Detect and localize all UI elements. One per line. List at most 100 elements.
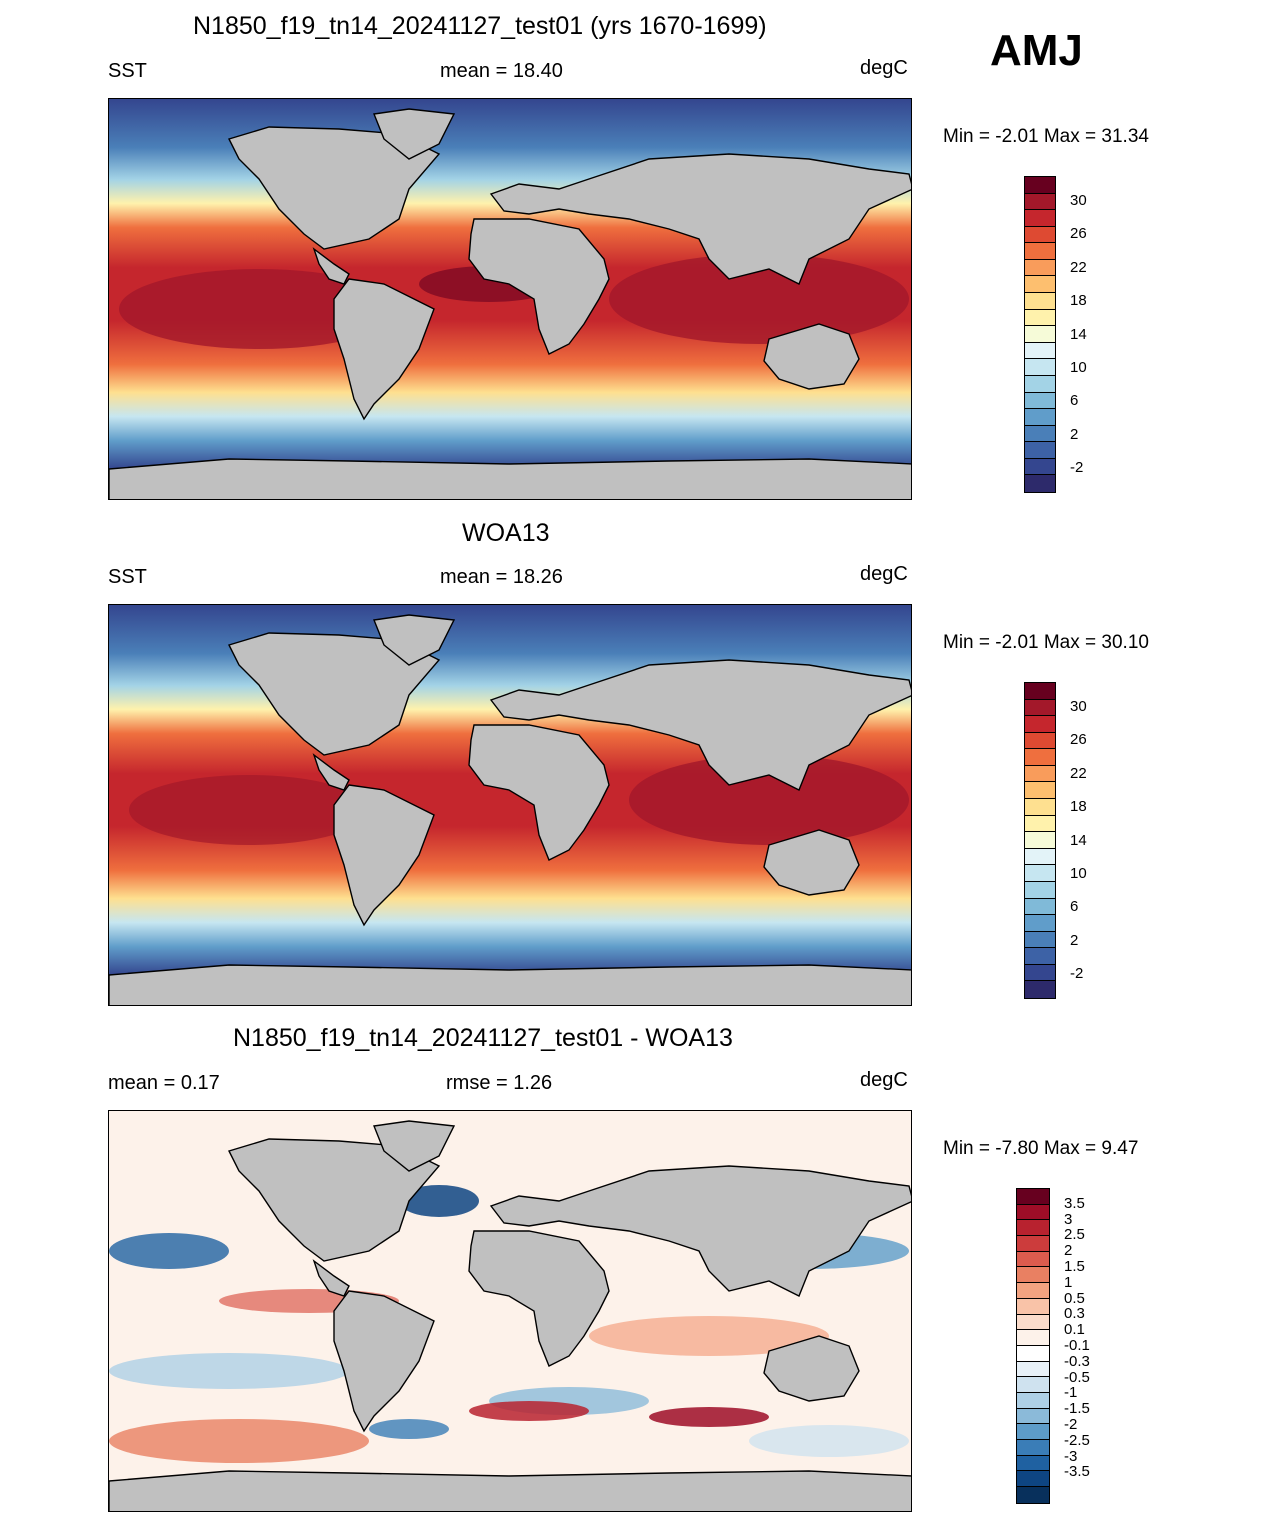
panel-model-map: [108, 98, 912, 500]
colorbar-tick-label: 6: [1070, 392, 1079, 410]
colorbar-swatch: [1025, 458, 1055, 476]
colorbar-swatch: [1017, 1314, 1049, 1331]
colorbar-tick-label: -0.5: [1064, 1368, 1090, 1386]
colorbar-swatch: [1025, 425, 1055, 443]
colorbar-tick-label: 2: [1070, 425, 1079, 443]
panel-obs-title: WOA13: [462, 519, 550, 547]
colorbar-swatch: [1025, 832, 1055, 849]
colorbar-swatch: [1017, 1189, 1049, 1205]
season-label: AMJ: [990, 26, 1083, 75]
colorbar-diff: [1016, 1188, 1050, 1504]
colorbar-swatch: [1025, 964, 1055, 982]
colorbar-tick-label: 6: [1070, 898, 1079, 916]
colorbar-tick-label: -1.5: [1064, 1400, 1090, 1418]
colorbar-swatch: [1025, 981, 1055, 998]
colorbar-swatch: [1025, 442, 1055, 459]
colorbar-model: [1024, 176, 1056, 493]
panel-model-units: degC: [860, 57, 908, 79]
colorbar-swatch: [1025, 375, 1055, 393]
panel-obs-minmax: Min = -2.01 Max = 30.10: [943, 632, 1149, 653]
colorbar-swatch: [1017, 1283, 1049, 1299]
colorbar-tick-label: 22: [1070, 258, 1087, 276]
colorbar-swatch: [1017, 1251, 1049, 1268]
colorbar-tick-label: 1: [1064, 1273, 1073, 1291]
panel-diff-mean: mean = 0.17: [108, 1072, 220, 1094]
colorbar-swatch: [1017, 1204, 1049, 1221]
colorbar-tick-label: 0.5: [1064, 1289, 1085, 1307]
colorbar-tick-label: 26: [1070, 731, 1087, 749]
colorbar-tick-label: -2.5: [1064, 1431, 1090, 1449]
colorbar-tick-label: 0.3: [1064, 1305, 1085, 1323]
colorbar-tick-label: 26: [1070, 225, 1087, 243]
colorbar-tick-label: 10: [1070, 358, 1087, 376]
panel-model-title: N1850_f19_tn14_20241127_test01 (yrs 1670…: [193, 12, 767, 40]
colorbar-swatch: [1025, 948, 1055, 965]
colorbar-swatch: [1017, 1487, 1049, 1503]
colorbar-swatch: [1017, 1220, 1049, 1237]
colorbar-swatch: [1025, 865, 1055, 882]
colorbar-swatch: [1025, 193, 1055, 211]
colorbar-swatch: [1025, 177, 1055, 194]
colorbar-swatch: [1017, 1298, 1049, 1315]
panel-model-minmax: Min = -2.01 Max = 31.34: [943, 126, 1149, 147]
colorbar-tick-label: 3: [1064, 1210, 1073, 1228]
colorbar-swatch: [1025, 409, 1055, 426]
colorbar-swatch: [1025, 210, 1055, 227]
colorbar-swatch: [1025, 293, 1055, 310]
panel-obs-map: [108, 604, 912, 1006]
panel-diff-map: [108, 1110, 912, 1512]
colorbar-swatch: [1025, 342, 1055, 360]
colorbar-obs: [1024, 682, 1056, 999]
colorbar-swatch: [1025, 326, 1055, 343]
colorbar-swatch: [1025, 699, 1055, 717]
colorbar-swatch: [1017, 1361, 1049, 1378]
colorbar-swatch: [1017, 1377, 1049, 1393]
colorbar-tick-label: 10: [1070, 864, 1087, 882]
colorbar-tick-label: -1: [1064, 1384, 1078, 1402]
colorbar-tick-label: 14: [1070, 325, 1087, 343]
panel-model-mean: mean = 18.40: [440, 60, 563, 82]
colorbar-swatch: [1025, 226, 1055, 244]
colorbar-swatch: [1025, 732, 1055, 750]
colorbar-swatch: [1017, 1440, 1049, 1456]
colorbar-tick-label: -3.5: [1064, 1463, 1090, 1481]
colorbar-swatch: [1017, 1471, 1049, 1488]
colorbar-swatch: [1017, 1455, 1049, 1472]
colorbar-swatch: [1025, 931, 1055, 949]
colorbar-swatch: [1017, 1408, 1049, 1425]
colorbar-swatch: [1025, 276, 1055, 294]
panel-obs-mean: mean = 18.26: [440, 566, 563, 588]
colorbar-swatch: [1025, 716, 1055, 733]
colorbar-swatch: [1017, 1424, 1049, 1440]
colorbar-swatch: [1025, 392, 1055, 410]
colorbar-tick-label: 3.5: [1064, 1194, 1085, 1212]
colorbar-tick-label: 1.5: [1064, 1258, 1085, 1275]
colorbar-swatch: [1025, 898, 1055, 916]
colorbar-tick-label: -2: [1070, 458, 1084, 476]
colorbar-swatch: [1025, 765, 1055, 783]
colorbar-tick-label: 18: [1070, 798, 1087, 816]
colorbar-tick-label: -2: [1070, 964, 1084, 982]
colorbar-swatch: [1025, 749, 1055, 766]
colorbar-tick-label: 18: [1070, 292, 1087, 310]
colorbar-tick-label: 2.5: [1064, 1226, 1085, 1244]
colorbar-tick-label: 2: [1070, 931, 1079, 949]
colorbar-tick-label: 2: [1064, 1242, 1073, 1260]
colorbar-swatch: [1025, 259, 1055, 277]
panel-diff-units: degC: [860, 1069, 908, 1091]
colorbar-swatch: [1025, 848, 1055, 866]
colorbar-swatch: [1017, 1345, 1049, 1362]
panel-diff-minmax: Min = -7.80 Max = 9.47: [943, 1138, 1139, 1159]
colorbar-swatch: [1025, 309, 1055, 327]
colorbar-swatch: [1025, 683, 1055, 700]
colorbar-swatch: [1025, 782, 1055, 800]
colorbar-tick-label: -3: [1064, 1447, 1078, 1465]
colorbar-swatch: [1017, 1236, 1049, 1252]
panel-obs-variable: SST: [108, 566, 147, 588]
colorbar-swatch: [1025, 799, 1055, 816]
panel-diff-title: N1850_f19_tn14_20241127_test01 - WOA13: [233, 1024, 733, 1052]
colorbar-swatch: [1017, 1267, 1049, 1284]
colorbar-swatch: [1025, 915, 1055, 932]
colorbar-tick-label: 14: [1070, 831, 1087, 849]
colorbar-swatch: [1025, 359, 1055, 376]
